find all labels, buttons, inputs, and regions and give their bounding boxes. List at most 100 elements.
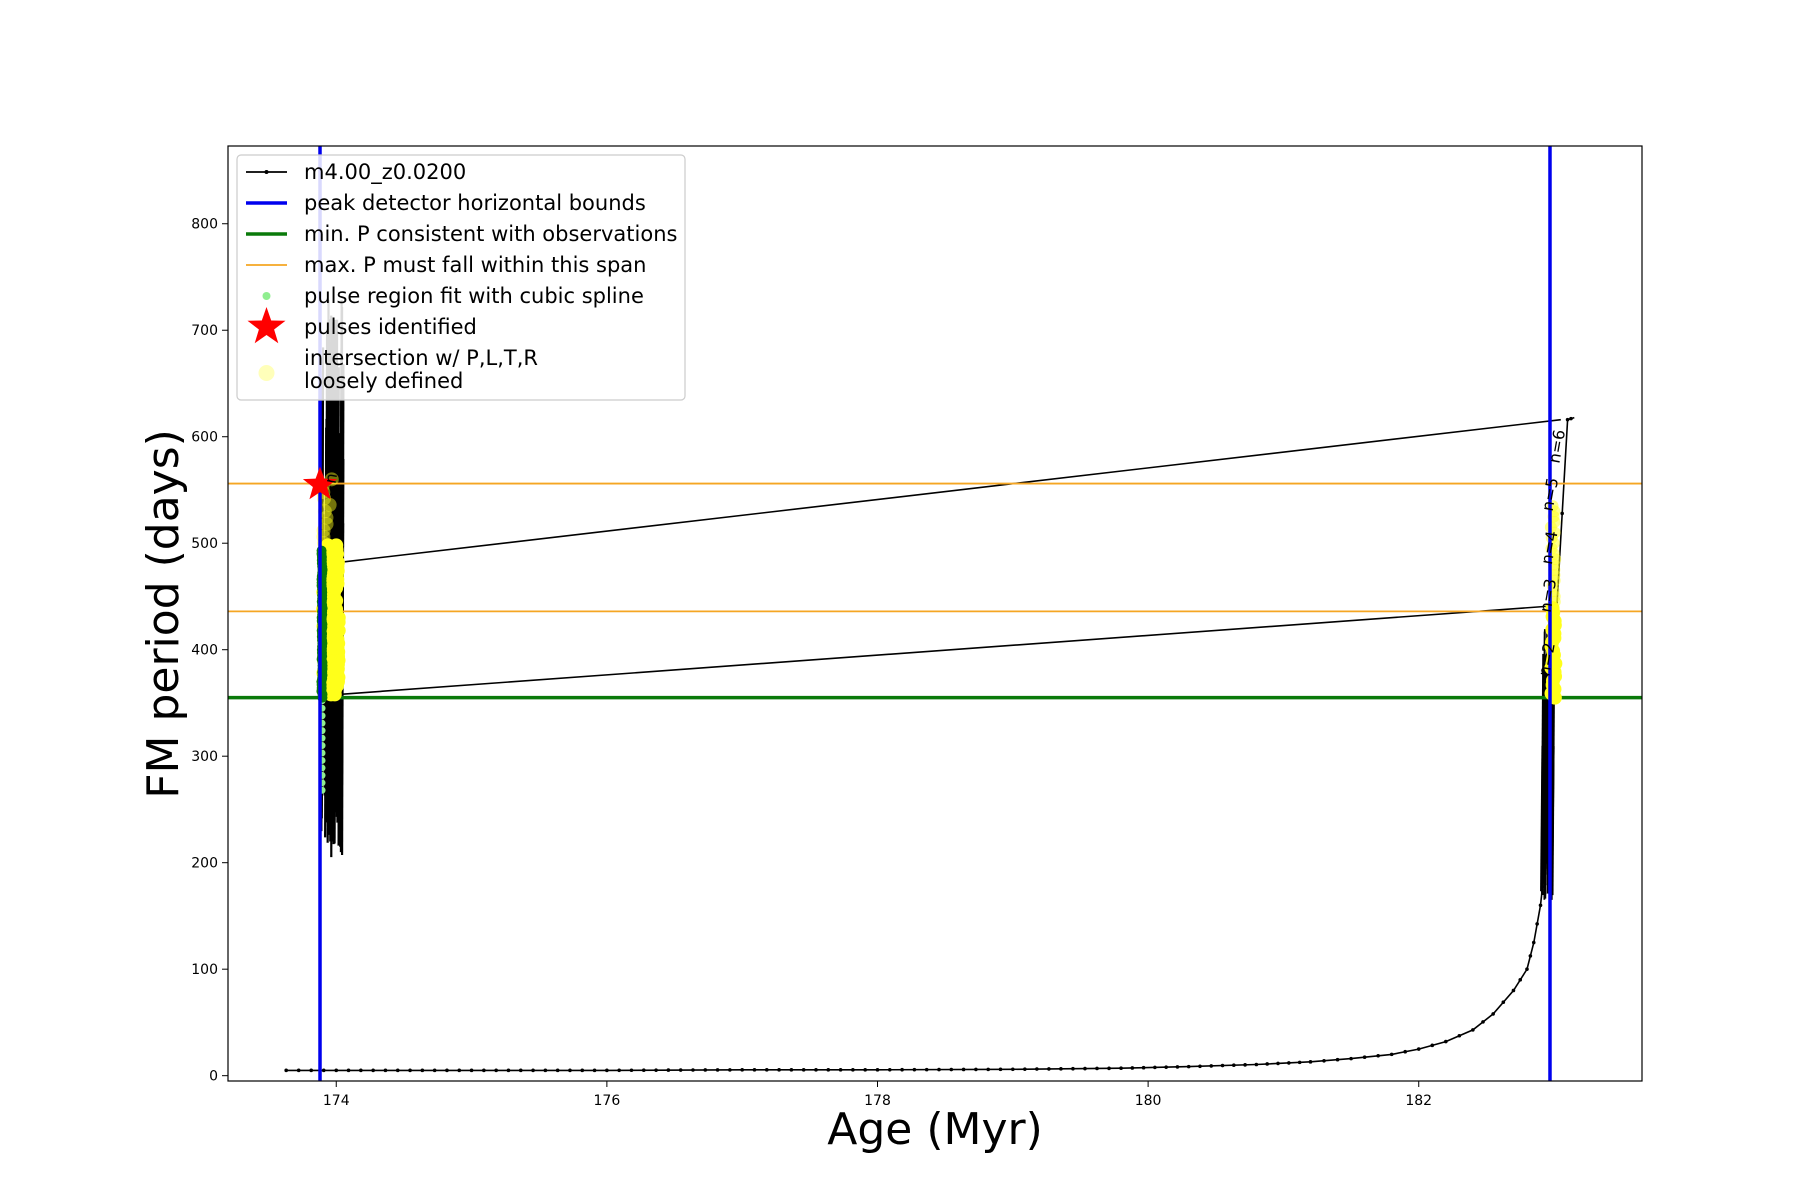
track-marker [1164, 1065, 1168, 1069]
track-marker [1198, 1064, 1202, 1069]
track-marker [1071, 1066, 1075, 1071]
track-marker [1287, 1061, 1291, 1065]
track-marker [1471, 1028, 1475, 1032]
pulse-track-segment [1541, 664, 1545, 879]
y-tick-label: 800 [191, 217, 218, 233]
track-marker [531, 1068, 535, 1073]
intersection-point-loose [322, 497, 337, 512]
track-marker [1276, 1061, 1280, 1066]
track-marker [715, 1068, 720, 1072]
series-line-1 [338, 418, 1561, 564]
track-marker [408, 1068, 412, 1073]
x-tick-label: 174 [323, 1093, 350, 1109]
track-marker [445, 1068, 449, 1073]
intersection-point-loose [319, 517, 334, 532]
track-marker [1083, 1066, 1087, 1071]
track-marker [359, 1068, 363, 1073]
legend-item-min_p: min. P consistent with observations [246, 222, 677, 246]
y-tick-label: 0 [209, 1069, 218, 1085]
plot-frame [227, 145, 1643, 1082]
intersection-point-loose [319, 510, 334, 525]
track-marker [1481, 1020, 1485, 1024]
track-marker [629, 1068, 634, 1073]
x-axis-title: Age (Myr) [827, 1104, 1043, 1155]
track-marker [1491, 1012, 1495, 1016]
track-marker [863, 1068, 867, 1072]
track-marker [1153, 1065, 1157, 1070]
track-marker [912, 1067, 917, 1072]
track-marker [851, 1068, 855, 1072]
track-marker [1023, 1067, 1027, 1071]
track-marker [1535, 922, 1539, 926]
track-marker [1297, 1060, 1302, 1065]
track-marker [1560, 511, 1564, 516]
track-marker [838, 1068, 843, 1072]
series-line-2 [338, 605, 1552, 696]
track-marker [580, 1068, 585, 1073]
track-marker [284, 1068, 288, 1073]
track-marker [1569, 416, 1573, 421]
track-marker [420, 1068, 425, 1073]
track-marker [1349, 1056, 1353, 1061]
track-marker [1254, 1062, 1259, 1067]
track-marker [518, 1068, 523, 1073]
legend-item-pulse: pulses identified [247, 307, 477, 344]
track-marker [1119, 1066, 1123, 1071]
track-marker [937, 1067, 941, 1072]
track-marker [740, 1068, 744, 1072]
track-marker [605, 1068, 609, 1073]
y-tick-label: 200 [191, 856, 218, 872]
track-marker [789, 1068, 794, 1072]
legend-label: pulse region fit with cubic spline [304, 284, 644, 308]
legend-swatch-marker [264, 170, 269, 174]
track-marker [666, 1068, 671, 1072]
track-marker [654, 1068, 658, 1072]
track-marker [1047, 1067, 1051, 1071]
track-marker [801, 1068, 806, 1072]
track-marker [1308, 1060, 1313, 1064]
track-marker [1175, 1065, 1180, 1069]
track-marker [457, 1068, 462, 1073]
track-marker [1265, 1062, 1269, 1066]
legend-item-bounds: peak detector horizontal bounds [246, 191, 646, 215]
track-marker [728, 1068, 732, 1072]
track-marker [1501, 1000, 1506, 1004]
y-tick-label: 700 [191, 323, 218, 339]
track-marker [1511, 988, 1516, 993]
track-marker [1544, 844, 1548, 849]
pulse-star-0 [302, 466, 338, 500]
track-marker [691, 1068, 695, 1072]
plot-marks [228, 146, 1642, 1081]
track-marker [482, 1068, 486, 1073]
track-marker [1335, 1057, 1340, 1062]
track-marker [617, 1068, 621, 1073]
track-marker [887, 1067, 892, 1072]
legend-swatch [262, 292, 271, 300]
track-marker [1209, 1064, 1214, 1068]
legend-label: min. P consistent with observations [304, 222, 677, 246]
track-marker [383, 1068, 388, 1073]
track-marker [1059, 1067, 1063, 1071]
track-marker [1243, 1063, 1247, 1067]
track-marker [1403, 1049, 1408, 1054]
track-marker [1389, 1052, 1394, 1057]
track-marker [764, 1068, 769, 1072]
track-marker [555, 1068, 560, 1073]
legend-swatch [258, 365, 275, 381]
track-marker [1518, 978, 1523, 982]
track-marker [1565, 417, 1570, 422]
track-marker [506, 1068, 511, 1073]
track-marker [432, 1068, 437, 1073]
track-marker [1528, 954, 1533, 958]
legend-label: pulses identified [304, 315, 477, 339]
track-marker [1035, 1067, 1039, 1071]
y-axis-ticks: 0 100 200 300 400 500 600 700 800 [191, 217, 228, 1085]
x-tick-label: 176 [594, 1093, 621, 1109]
x-tick-label: 182 [1405, 1093, 1432, 1109]
track-marker [1232, 1063, 1236, 1068]
legend-item-max_p_span: max. P must fall within this span [246, 253, 646, 277]
track-marker [371, 1068, 375, 1073]
track-marker [986, 1067, 991, 1072]
legend-label: intersection w/ P,L,T,R [304, 346, 538, 370]
legend-label: peak detector horizontal bounds [304, 191, 646, 215]
